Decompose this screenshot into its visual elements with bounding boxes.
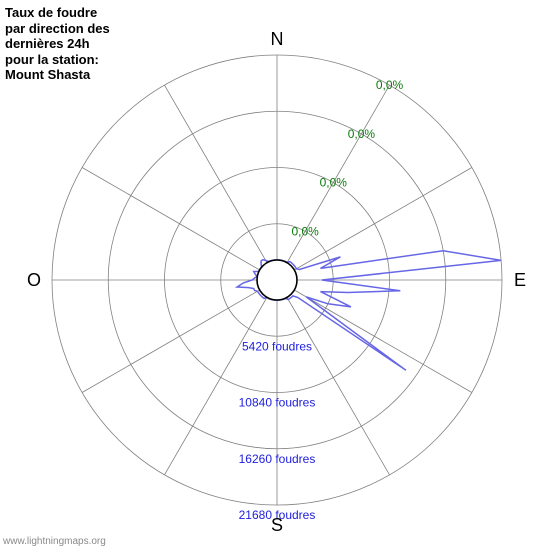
ring-top-label: 0,0%	[291, 224, 319, 238]
ring-bottom-label: 5420 foudres	[242, 339, 312, 353]
polar-chart-svg: 0,0% 5420 foudres 0,0% 10840 foudres 0,0% 162…	[0, 0, 550, 550]
ring-bottom-label: 10840 foudres	[239, 396, 316, 410]
ring-top-label: 0,0%	[348, 127, 376, 141]
ring-bottom-label: 16260 foudres	[239, 452, 316, 466]
cardinal-n: N	[271, 29, 284, 49]
cardinal-s: S	[271, 515, 283, 535]
cardinal-w: O	[27, 270, 41, 290]
cardinal-e: E	[514, 270, 526, 290]
ring-top-label: 0,0%	[376, 78, 404, 92]
center-circle	[257, 260, 297, 300]
polar-chart-container: Taux de foudre par direction des dernièr…	[0, 0, 550, 550]
ring-top-label: 0,0%	[320, 176, 348, 190]
